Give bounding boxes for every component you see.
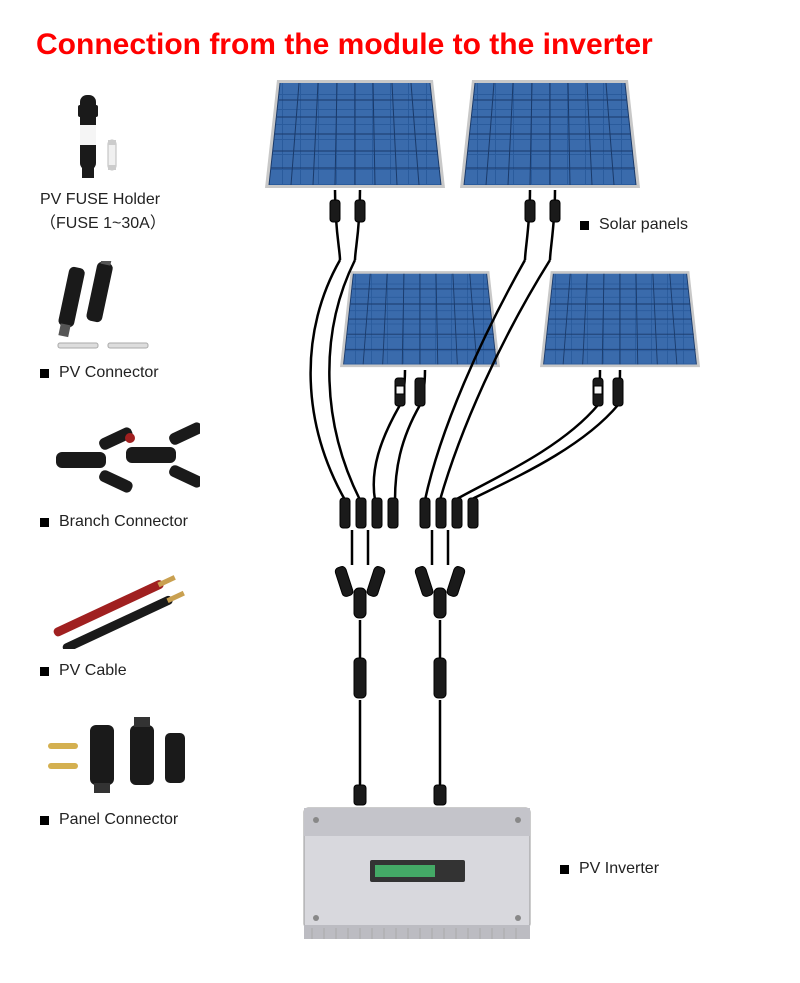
pv-inverter-icon [300,800,535,945]
bullet-icon [560,865,569,874]
label-text: PV Inverter [579,860,659,878]
pv-inverter-label: PV Inverter [560,860,659,878]
label-text: Solar panels [599,216,688,234]
solar-panels-label: Solar panels [580,216,688,234]
bullet-icon [580,221,589,230]
